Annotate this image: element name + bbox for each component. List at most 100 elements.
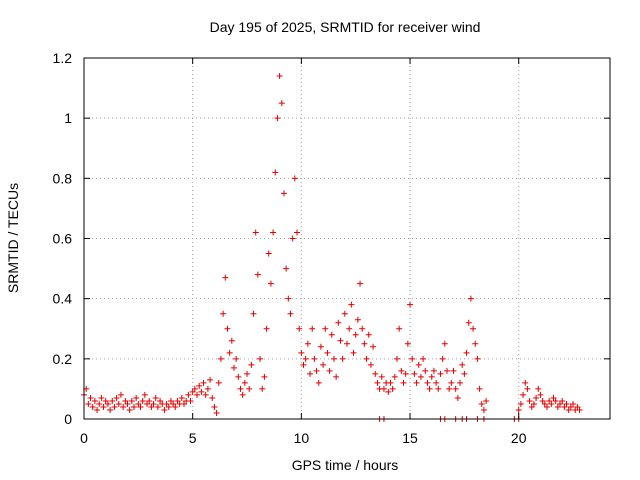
data-point [133, 394, 140, 401]
data-point [191, 385, 198, 392]
axis-ticks: 0 0.2 0.4 0.6 0.8 1 1.2 0 5 10 15 20 [53, 50, 610, 446]
data-point [344, 340, 350, 347]
data-point [233, 355, 240, 362]
data-point [204, 385, 211, 392]
data-point [435, 385, 442, 392]
y-tick-label: 0.8 [53, 170, 73, 186]
data-point [261, 373, 268, 380]
data-point [89, 403, 96, 410]
data-point [515, 406, 522, 413]
data-point [128, 397, 135, 404]
data-point [248, 361, 255, 368]
data-point [124, 400, 131, 407]
data-point [367, 361, 374, 368]
data-point [220, 310, 227, 317]
data-point [374, 379, 381, 386]
data-point [200, 379, 207, 386]
data-point [139, 397, 146, 404]
data-point [122, 397, 129, 404]
data-point [189, 388, 196, 395]
data-point [207, 376, 214, 383]
data-point [552, 397, 559, 404]
data-point [365, 331, 372, 338]
y-tick-label: 0.6 [53, 231, 73, 247]
data-point [402, 370, 409, 377]
data-point [467, 295, 474, 302]
data-point [144, 400, 151, 407]
data-point [459, 361, 466, 368]
data-point [354, 316, 361, 323]
data-point [141, 391, 148, 398]
data-point [393, 355, 400, 362]
data-point [476, 385, 483, 392]
data-point [217, 355, 224, 362]
data-point [237, 385, 244, 392]
data-point [115, 400, 122, 407]
data-point [474, 355, 481, 362]
data-point [537, 391, 544, 398]
data-point [265, 250, 272, 257]
data-point [350, 349, 357, 356]
data-point [430, 367, 437, 374]
data-point [322, 325, 329, 332]
data-point [557, 400, 564, 407]
data-point [135, 400, 142, 407]
data-point [170, 400, 177, 407]
data-point [357, 280, 364, 287]
data-point [530, 400, 537, 407]
data-point [274, 115, 281, 122]
x-tick-label: 15 [402, 430, 418, 446]
data-point [163, 400, 170, 407]
data-point [276, 73, 283, 80]
data-point [294, 229, 301, 236]
data-point [346, 325, 353, 332]
data-point [272, 169, 279, 176]
data-point [285, 295, 292, 302]
data-point [526, 397, 533, 404]
data-point [561, 403, 568, 410]
data-point [209, 394, 216, 401]
data-point [174, 397, 181, 404]
data-point [422, 367, 429, 374]
y-tick-label: 0 [64, 411, 72, 427]
data-point [113, 394, 120, 401]
data-points [81, 73, 583, 422]
data-point [94, 406, 101, 413]
data-point [470, 325, 477, 332]
data-point [311, 355, 318, 362]
data-point [404, 340, 411, 347]
data-point [178, 394, 185, 401]
data-point [565, 406, 572, 413]
x-tick-label: 20 [511, 430, 527, 446]
data-point [574, 403, 581, 410]
data-point [280, 190, 287, 197]
data-point [111, 403, 118, 410]
data-point [198, 388, 205, 395]
data-point [315, 379, 322, 386]
data-point [339, 355, 346, 362]
data-point [194, 391, 201, 398]
data-point [213, 409, 220, 416]
data-point [185, 391, 192, 398]
data-point [187, 397, 194, 404]
data-point [517, 400, 524, 407]
data-point [409, 355, 416, 362]
data-point [554, 403, 561, 410]
data-point [98, 394, 105, 401]
y-tick-label: 0.2 [53, 351, 73, 367]
data-point [559, 397, 566, 404]
data-point [152, 394, 159, 401]
data-point [448, 379, 455, 386]
data-point [359, 325, 366, 332]
data-point [378, 373, 385, 380]
data-point [396, 325, 403, 332]
data-point [239, 391, 246, 398]
data-point [576, 406, 583, 413]
data-point [165, 403, 172, 410]
data-point [426, 385, 433, 392]
data-point [137, 403, 144, 410]
data-point [570, 400, 577, 407]
data-point [289, 235, 296, 242]
y-tick-label: 0.4 [53, 291, 73, 307]
data-point [413, 379, 420, 386]
